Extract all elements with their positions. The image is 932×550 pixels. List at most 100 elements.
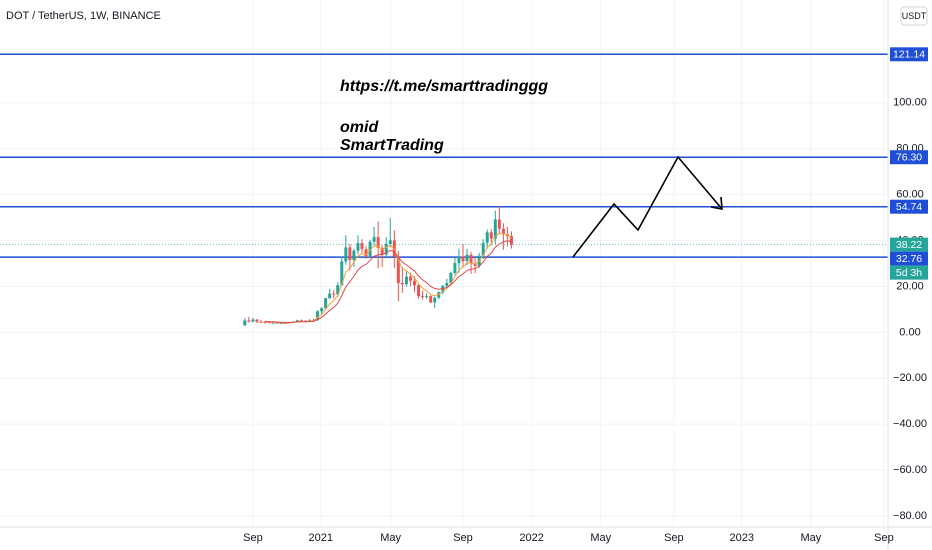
level-badge-label: 32.76 bbox=[896, 253, 922, 265]
candle-body bbox=[473, 263, 477, 266]
candle-body bbox=[421, 296, 425, 298]
y-tick-label: 0.00 bbox=[899, 326, 920, 338]
candle-body bbox=[384, 243, 388, 255]
level-badge-label: 121.14 bbox=[893, 49, 925, 61]
candle-body bbox=[489, 232, 493, 239]
candle-body bbox=[376, 237, 380, 248]
candle-body bbox=[360, 243, 364, 250]
candle-body bbox=[449, 272, 453, 284]
candle-body bbox=[493, 219, 497, 239]
candle-body bbox=[255, 319, 259, 322]
candle-body bbox=[352, 250, 356, 261]
annotation: https://t.me/smarttradinggg bbox=[340, 78, 548, 95]
candle-body bbox=[497, 219, 501, 229]
candle-body bbox=[243, 320, 247, 326]
x-tick-label: Sep bbox=[243, 532, 263, 544]
plot bbox=[0, 53, 888, 326]
level-badge bbox=[890, 150, 928, 165]
level-badge-label: 76.30 bbox=[896, 152, 922, 164]
x-tick-label: 2023 bbox=[730, 532, 754, 544]
y-tick-label: −80.00 bbox=[893, 510, 927, 522]
x-tick-label: Sep bbox=[874, 532, 894, 544]
x-tick-label: 2021 bbox=[309, 532, 333, 544]
y-tick-label: −20.00 bbox=[893, 372, 927, 384]
candle-body bbox=[364, 249, 368, 257]
countdown-badge-label: 5d 3h bbox=[896, 267, 922, 279]
currency-label[interactable]: USDT bbox=[902, 11, 927, 21]
candle-body bbox=[340, 261, 344, 286]
candle-body bbox=[400, 283, 404, 285]
currency-box[interactable] bbox=[900, 6, 928, 26]
candle-body bbox=[275, 322, 279, 324]
candle-body bbox=[433, 297, 437, 303]
y-tick-label: 20.00 bbox=[896, 280, 924, 292]
candle-body bbox=[417, 285, 421, 297]
candle-body bbox=[247, 320, 251, 322]
y-tick-label: −40.00 bbox=[893, 418, 927, 430]
candle-body bbox=[267, 322, 271, 324]
moving-average bbox=[265, 240, 512, 323]
candle-body bbox=[251, 319, 255, 322]
x-tick-label: May bbox=[590, 532, 611, 544]
price-badge-label: 38.22 bbox=[896, 239, 922, 251]
candle-body bbox=[368, 241, 372, 257]
candle-body bbox=[316, 311, 320, 321]
grid bbox=[0, 0, 888, 527]
candle-body bbox=[404, 276, 408, 285]
candle-body bbox=[295, 320, 299, 322]
candle-body bbox=[461, 256, 465, 262]
candle-body bbox=[469, 254, 473, 264]
projection-path bbox=[572, 155, 723, 258]
candle-body bbox=[425, 296, 429, 298]
candle-body bbox=[380, 247, 384, 255]
candle-body bbox=[263, 322, 267, 324]
candle-body bbox=[509, 235, 513, 245]
countdown-badge bbox=[890, 265, 928, 280]
candle-body bbox=[485, 232, 489, 243]
candle-body bbox=[501, 228, 505, 235]
candle-body bbox=[356, 243, 360, 251]
y-tick-label: 100.00 bbox=[893, 97, 927, 109]
candle-body bbox=[320, 308, 324, 312]
candle-body bbox=[408, 276, 412, 281]
candle-body bbox=[396, 256, 400, 284]
candle-body bbox=[344, 247, 348, 262]
level-badge bbox=[890, 199, 928, 214]
x-tick-label: 2022 bbox=[519, 532, 543, 544]
candle-body bbox=[413, 280, 417, 286]
y-tick-label: −60.00 bbox=[893, 464, 927, 476]
candle-body bbox=[259, 321, 263, 323]
x-tick-label: Sep bbox=[664, 532, 684, 544]
candle-body bbox=[481, 242, 485, 256]
candle-body bbox=[453, 263, 457, 273]
y-tick-label: 60.00 bbox=[896, 189, 924, 201]
candle-body bbox=[299, 320, 303, 322]
candle-body bbox=[457, 256, 461, 264]
axes: −80.00−60.00−40.00−20.000.0020.0040.0060… bbox=[243, 47, 928, 544]
annotation: SmartTrading bbox=[340, 137, 444, 154]
candle-body bbox=[348, 247, 352, 261]
projection-arrowhead bbox=[710, 196, 723, 210]
candle-body bbox=[279, 322, 283, 324]
x-tick-label: Sep bbox=[453, 532, 473, 544]
level-badge-label: 54.74 bbox=[896, 201, 922, 213]
symbol-title: DOT / TetherUS, 1W, BINANCE bbox=[6, 10, 161, 22]
level-badge bbox=[890, 251, 928, 266]
candle-body bbox=[465, 254, 469, 262]
candle-body bbox=[328, 293, 332, 299]
level-badge bbox=[890, 47, 928, 62]
candle-body bbox=[324, 298, 328, 309]
x-tick-label: May bbox=[380, 532, 401, 544]
candle-body bbox=[372, 237, 376, 242]
candle-body bbox=[271, 322, 275, 324]
annotation: omid bbox=[340, 119, 379, 136]
candle-body bbox=[336, 285, 340, 295]
candle-body bbox=[332, 293, 336, 295]
x-tick-label: May bbox=[800, 532, 821, 544]
candle-body bbox=[388, 240, 392, 244]
candle-body bbox=[429, 296, 433, 303]
price-badge bbox=[890, 237, 928, 252]
candle-body bbox=[445, 283, 449, 286]
